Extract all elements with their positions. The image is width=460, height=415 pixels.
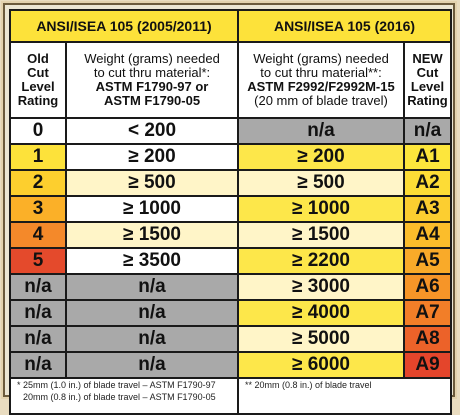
old-level-cell: n/a bbox=[9, 273, 67, 301]
new-level-cell: A3 bbox=[402, 195, 453, 223]
old-level-cell: 4 bbox=[9, 221, 67, 249]
table-row: n/a n/a ≥ 5000 A8 bbox=[9, 325, 453, 353]
table-row: 4 ≥ 1500 ≥ 1500 A4 bbox=[9, 221, 453, 249]
new-weight-cell: ≥ 2200 bbox=[237, 247, 405, 275]
new-weight-cell: ≥ 1500 bbox=[237, 221, 405, 249]
new-rating-header: NEW Cut Level Rating bbox=[402, 41, 453, 119]
new-level-cell: A2 bbox=[402, 169, 453, 197]
table-row: n/a n/a ≥ 3000 A6 bbox=[9, 273, 453, 301]
new-weight-cell: ≥ 4000 bbox=[237, 299, 405, 327]
old-weight-cell: ≥ 200 bbox=[65, 143, 239, 171]
old-level-cell: 3 bbox=[9, 195, 67, 223]
old-level-cell: 1 bbox=[9, 143, 67, 171]
old-level-cell: n/a bbox=[9, 351, 67, 379]
data-rows: 0 < 200 n/a n/a 1 ≥ 200 ≥ 200 A1 2 ≥ 500 ≥ 500 A2 3 ≥… bbox=[9, 117, 453, 379]
new-level-cell: n/a bbox=[402, 117, 453, 145]
table-row: 0 < 200 n/a n/a bbox=[9, 117, 453, 145]
table-row: 3 ≥ 1000 ≥ 1000 A3 bbox=[9, 195, 453, 223]
old-weight-header: Weight (grams) needed to cut thru materi… bbox=[65, 41, 239, 119]
new-standard-title: ANSI/ISEA 105 (2016) bbox=[236, 9, 453, 43]
old-weight-cell: n/a bbox=[65, 325, 239, 353]
new-weight-cell: ≥ 6000 bbox=[237, 351, 405, 379]
new-weight-cell: ≥ 200 bbox=[237, 143, 405, 171]
old-level-cell: n/a bbox=[9, 299, 67, 327]
old-weight-cell: n/a bbox=[65, 299, 239, 327]
table-row: 1 ≥ 200 ≥ 200 A1 bbox=[9, 143, 453, 171]
old-weight-cell: n/a bbox=[65, 351, 239, 379]
new-weight-cell: n/a bbox=[237, 117, 405, 145]
new-weight-cell: ≥ 1000 bbox=[237, 195, 405, 223]
footnote-row: * 25mm (1.0 in.) of blade travel – ASTM … bbox=[9, 377, 453, 415]
table-row: n/a n/a ≥ 6000 A9 bbox=[9, 351, 453, 379]
table-row: 2 ≥ 500 ≥ 500 A2 bbox=[9, 169, 453, 197]
new-level-cell: A1 bbox=[402, 143, 453, 171]
cut-level-table-frame: ANSI/ISEA 105 (2005/2011) ANSI/ISEA 105 … bbox=[3, 3, 455, 415]
new-weight-cell: ≥ 500 bbox=[237, 169, 405, 197]
new-weight-header: Weight (grams) needed to cut thru materi… bbox=[237, 41, 405, 119]
new-level-cell: A5 bbox=[402, 247, 453, 275]
table-row: 5 ≥ 3500 ≥ 2200 A5 bbox=[9, 247, 453, 275]
old-level-cell: 0 bbox=[9, 117, 67, 145]
old-level-cell: 2 bbox=[9, 169, 67, 197]
old-weight-cell: ≥ 1500 bbox=[65, 221, 239, 249]
old-footnote: * 25mm (1.0 in.) of blade travel – ASTM … bbox=[9, 377, 239, 415]
old-standard-title: ANSI/ISEA 105 (2005/2011) bbox=[9, 9, 239, 43]
column-header-row: Old Cut Level Rating Weight (grams) need… bbox=[9, 41, 453, 119]
new-level-cell: A8 bbox=[402, 325, 453, 353]
cut-level-comparison-table: ANSI/ISEA 105 (2005/2011) ANSI/ISEA 105 … bbox=[9, 9, 453, 415]
new-footnote: ** 20mm (0.8 in.) of blade travel bbox=[236, 377, 453, 415]
old-level-cell: n/a bbox=[9, 325, 67, 353]
new-weight-cell: ≥ 5000 bbox=[237, 325, 405, 353]
old-weight-cell: ≥ 500 bbox=[65, 169, 239, 197]
old-rating-header: Old Cut Level Rating bbox=[9, 41, 67, 119]
old-weight-cell: n/a bbox=[65, 273, 239, 301]
old-level-cell: 5 bbox=[9, 247, 67, 275]
new-level-cell: A9 bbox=[402, 351, 453, 379]
new-level-cell: A6 bbox=[402, 273, 453, 301]
old-weight-cell: < 200 bbox=[65, 117, 239, 145]
table-row: n/a n/a ≥ 4000 A7 bbox=[9, 299, 453, 327]
new-level-cell: A7 bbox=[402, 299, 453, 327]
title-row: ANSI/ISEA 105 (2005/2011) ANSI/ISEA 105 … bbox=[9, 9, 453, 43]
new-weight-cell: ≥ 3000 bbox=[237, 273, 405, 301]
new-level-cell: A4 bbox=[402, 221, 453, 249]
old-weight-cell: ≥ 1000 bbox=[65, 195, 239, 223]
old-weight-cell: ≥ 3500 bbox=[65, 247, 239, 275]
